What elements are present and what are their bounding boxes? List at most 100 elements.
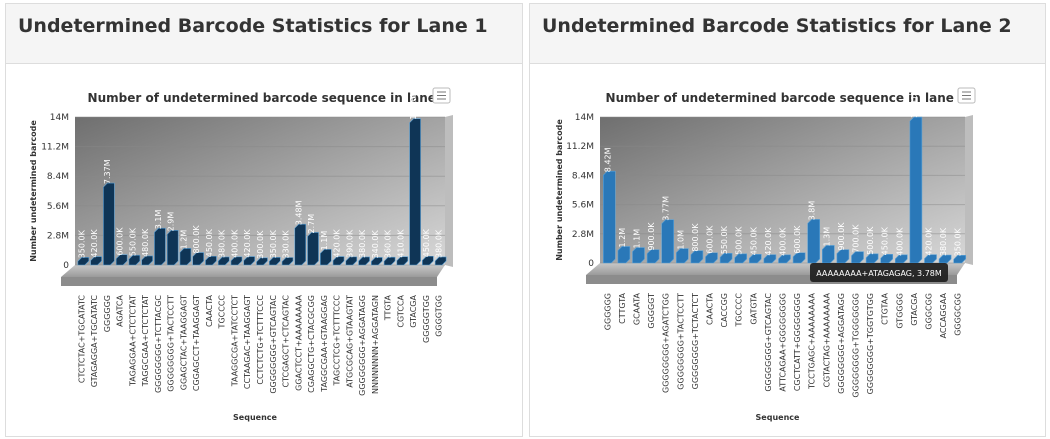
data-label: 1.3M — [822, 227, 831, 247]
x-tick-label: TTGTA — [384, 294, 393, 321]
data-label: 600.0K — [706, 225, 715, 254]
x-tick-label: CGTACTAG+AAAAAAAA — [822, 292, 831, 387]
data-label: 380.0K — [435, 229, 444, 258]
x-tick-label: TAAGGCGA+TATCCTCT — [230, 295, 239, 387]
x-tick-label: GTACGA — [409, 294, 418, 327]
bar — [748, 254, 762, 264]
x-tick-label: CTCGAGCT+CTCAGTAC — [282, 295, 291, 388]
x-tick-label: AGATCA — [116, 294, 125, 326]
x-tick-label: GGGGGGGG+TACTCCTT — [676, 293, 685, 390]
x-tick-label: ATTCAGAA+GGGGGGGG — [779, 293, 788, 392]
y-tick-label: 0 — [63, 261, 69, 271]
x-tick-label: TAGGCGAA+GTAAGGAG — [320, 295, 329, 393]
data-label: 1.1M — [633, 229, 642, 249]
bar — [396, 256, 409, 266]
bar — [217, 256, 230, 266]
bar — [409, 118, 421, 266]
bar — [332, 256, 345, 266]
x-tick-label: GTACGA — [910, 292, 919, 325]
x-tick-label: GGGCGG — [925, 293, 934, 330]
x-tick-label: GTAGAGGA+TGCATATC — [90, 295, 99, 388]
bar — [836, 249, 850, 264]
bar — [230, 256, 243, 266]
data-label: 360.0K — [384, 229, 393, 258]
x-tick-label: TAGCCTCG+TCTTTCCC — [333, 295, 342, 387]
bar — [661, 219, 675, 264]
bar — [128, 254, 141, 266]
bar — [909, 116, 923, 264]
x-tick-label: TAGAGGAA+CTCTCTAT — [128, 295, 137, 387]
data-label: 450.0K — [422, 228, 431, 257]
data-label: 1.1M — [320, 231, 329, 251]
data-label: 900.0K — [837, 222, 846, 251]
x-tick-label: GGGGCGG — [954, 293, 963, 336]
bar — [281, 257, 294, 266]
bar — [243, 256, 256, 266]
bar — [953, 255, 967, 264]
bar — [179, 248, 192, 266]
plot-wall — [600, 117, 965, 263]
x-tick-label: GCAATA — [633, 292, 642, 325]
x-tick-label: CGAGGCTG+CTACGCGG — [307, 295, 316, 393]
bar — [792, 252, 806, 264]
bar — [821, 245, 835, 264]
plot-floor-edge — [61, 277, 437, 286]
bar — [675, 248, 689, 264]
y-tick-label: 5.6M — [572, 201, 594, 211]
data-label: 3.1M — [154, 210, 163, 230]
bar — [166, 230, 179, 266]
bar — [763, 254, 777, 264]
y-tick-label: 5.6M — [47, 202, 69, 212]
bar — [358, 256, 370, 266]
data-label: 380.0K — [939, 227, 948, 256]
data-label: 600.0K — [793, 225, 802, 254]
x-tick-label: GGGGGGGG+TGGTGTGG — [866, 293, 875, 394]
bar — [422, 255, 434, 266]
plot-floor-edge — [586, 275, 957, 284]
data-label: 420.0K — [764, 227, 773, 256]
bar — [103, 182, 115, 266]
bar — [115, 254, 128, 266]
y-tick-label: 11.2M — [41, 143, 69, 153]
bar — [205, 255, 217, 266]
data-label: 3.48M — [294, 200, 303, 225]
x-tick-label: CTTGTA — [618, 292, 627, 323]
data-label: 600.0K — [116, 227, 125, 256]
panel-title: Undetermined Barcode Statistics for Lane… — [542, 15, 1012, 37]
bar — [383, 256, 396, 266]
data-label: 8.42M — [603, 147, 612, 172]
x-tick-label: GGGGGGGG+AGATCTGG — [662, 293, 671, 393]
bar — [256, 257, 268, 266]
panel-title: Undetermined Barcode Statistics for Lane… — [18, 15, 488, 37]
y-tick-label: 2.8M — [47, 231, 69, 241]
tooltip-text: AAAAAAAA+ATAGAGAG, 3.78M — [816, 269, 942, 278]
data-label: 450.0K — [205, 228, 214, 257]
y-tick-label: 2.8M — [572, 230, 594, 240]
x-tick-label: GGGGGGGG+AGGATAGG — [837, 293, 846, 394]
data-label: 410.0K — [396, 229, 405, 258]
bar — [646, 249, 660, 264]
data-label: 13.61M — [910, 88, 919, 118]
data-label: 450.0K — [881, 226, 890, 255]
y-tick-label: 8.4M — [47, 172, 69, 182]
x-tick-label: GGGGGG — [603, 293, 612, 330]
data-label: 900.0K — [647, 222, 656, 251]
x-tick-label: GGGGTGG — [435, 295, 444, 337]
data-label: 500.0K — [866, 226, 875, 255]
data-label: 2.9M — [167, 212, 176, 232]
data-label: 300.0K — [256, 230, 265, 259]
data-label: 480.0K — [141, 228, 150, 257]
y-axis-label: Number undetermined barcode — [29, 120, 38, 262]
x-tick-label: CAACTA — [205, 294, 214, 326]
bar — [77, 256, 90, 266]
bar — [141, 255, 153, 266]
bar — [268, 256, 281, 266]
data-label: 13.46M — [409, 90, 418, 120]
data-label: 350.0K — [954, 227, 963, 256]
data-label: 420.0K — [90, 229, 99, 258]
x-tick-label: GGGGGGGG+TCTTACGC — [154, 295, 163, 393]
data-label: 380.0K — [218, 229, 227, 258]
x-tick-label: GGGGGGGG+TCTACTCT — [691, 293, 700, 389]
x-tick-label: GGGGGGGG+GTCAGTAC — [764, 293, 773, 392]
x-tick-label: NNNNNNNN+AGGATAGN — [371, 295, 380, 394]
